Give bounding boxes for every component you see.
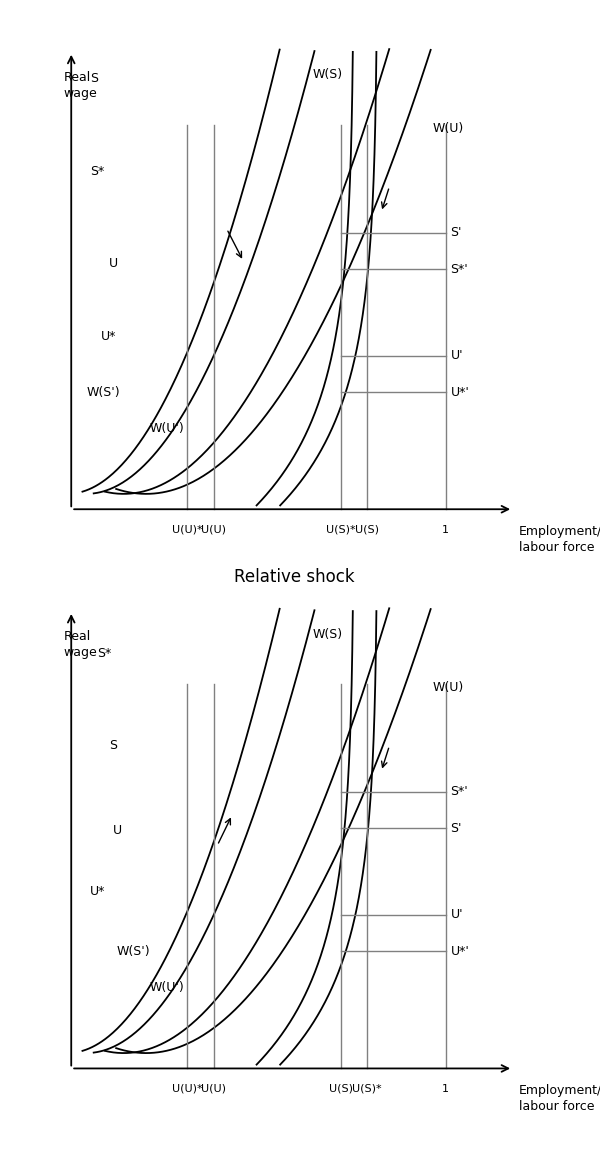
Text: S: S — [90, 73, 98, 85]
Text: U*: U* — [101, 330, 116, 342]
Text: U: U — [112, 823, 122, 837]
Text: S*': S*' — [451, 263, 468, 276]
Text: U(S)*: U(S)* — [326, 525, 356, 535]
Text: Relative shock: Relative shock — [233, 567, 355, 586]
Text: U*': U*' — [451, 385, 469, 399]
Text: S*: S* — [90, 165, 104, 178]
Text: Employment/
labour force: Employment/ labour force — [518, 525, 600, 553]
Text: W(U'): W(U') — [150, 422, 185, 435]
Text: W(S'): W(S') — [116, 944, 150, 958]
Text: U(U)*: U(U)* — [172, 1084, 203, 1094]
Text: S*: S* — [97, 647, 112, 660]
Text: W(U): W(U) — [433, 681, 464, 694]
Text: U: U — [109, 257, 118, 270]
Text: U(S): U(S) — [329, 1084, 353, 1094]
Text: S: S — [109, 739, 116, 752]
Text: W(S'): W(S') — [86, 385, 120, 399]
Text: U*: U* — [90, 886, 106, 898]
Text: U': U' — [451, 909, 463, 921]
Text: Employment/
labour force: Employment/ labour force — [518, 1084, 600, 1113]
Text: S': S' — [451, 822, 462, 835]
Text: U*': U*' — [451, 944, 469, 958]
Text: U(U)*: U(U)* — [172, 525, 203, 535]
Text: S': S' — [451, 226, 462, 239]
Text: Real
wage: Real wage — [64, 631, 97, 660]
Text: S*': S*' — [451, 785, 468, 798]
Text: 1: 1 — [442, 525, 449, 535]
Text: U(U): U(U) — [201, 1084, 226, 1094]
Text: W(U'): W(U') — [150, 981, 185, 994]
Text: U(S): U(S) — [355, 525, 379, 535]
Text: W(S): W(S) — [313, 627, 343, 641]
Text: W(S): W(S) — [313, 68, 343, 82]
Text: Real
wage: Real wage — [64, 71, 97, 100]
Text: U(S)*: U(S)* — [352, 1084, 382, 1094]
Text: W(U): W(U) — [433, 122, 464, 135]
Text: 1: 1 — [442, 1084, 449, 1094]
Text: U': U' — [451, 349, 463, 362]
Text: U(U): U(U) — [201, 525, 226, 535]
